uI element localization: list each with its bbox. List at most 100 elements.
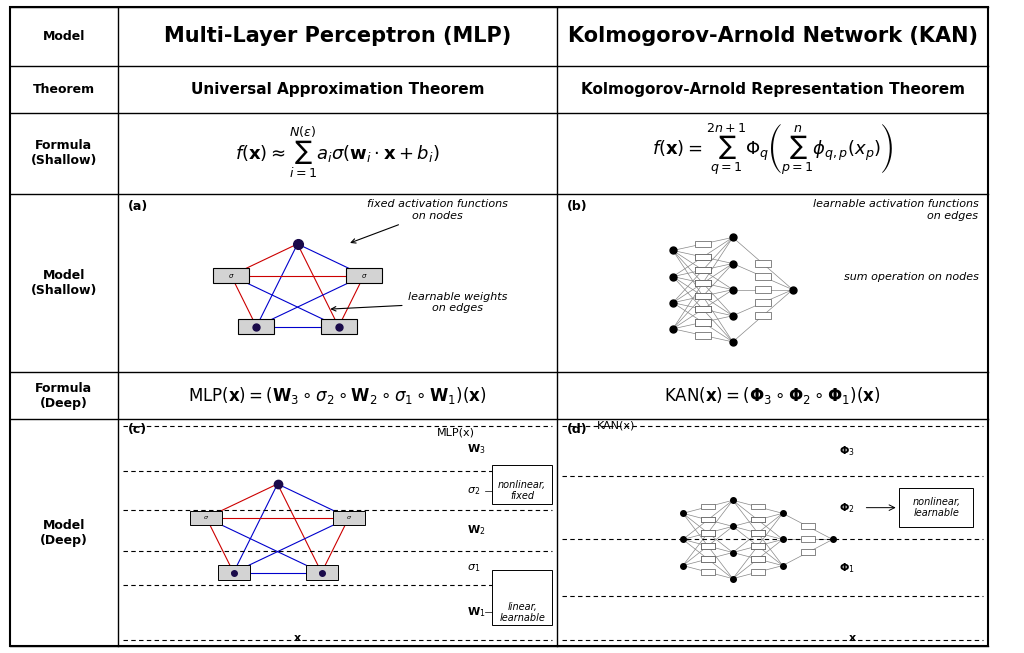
- Bar: [695, 280, 711, 287]
- Text: (a): (a): [128, 200, 148, 214]
- Text: learnable activation functions
on edges: learnable activation functions on edges: [813, 199, 978, 221]
- Bar: [695, 267, 711, 274]
- Text: $\mathrm{KAN}(\mathbf{x}) = (\mathbf{\Phi}_3 \circ \mathbf{\Phi}_2 \circ \mathbf: $\mathrm{KAN}(\mathbf{x}) = (\mathbf{\Ph…: [665, 385, 881, 406]
- Text: nonlinear,
fixed: nonlinear, fixed: [498, 480, 546, 502]
- Bar: [346, 268, 382, 283]
- Text: sum operation on nodes: sum operation on nodes: [844, 272, 978, 281]
- Text: $\mathbf{x}$: $\mathbf{x}$: [293, 633, 302, 643]
- Text: Universal Approximation Theorem: Universal Approximation Theorem: [190, 82, 484, 97]
- Bar: [700, 556, 715, 562]
- Text: Kolmogorov-Arnold Representation Theorem: Kolmogorov-Arnold Representation Theorem: [581, 82, 965, 97]
- Bar: [695, 319, 711, 326]
- Text: linear,
learnable: linear, learnable: [500, 601, 545, 623]
- Text: $\sigma$: $\sigma$: [360, 272, 368, 279]
- Text: $\sigma$: $\sigma$: [253, 323, 260, 330]
- Bar: [751, 517, 765, 522]
- Text: Multi-Layer Perceptron (MLP): Multi-Layer Perceptron (MLP): [164, 26, 511, 46]
- Text: nonlinear,
learnable: nonlinear, learnable: [912, 497, 961, 518]
- Bar: [695, 306, 711, 313]
- Bar: [239, 319, 274, 334]
- Bar: [695, 319, 711, 326]
- Bar: [700, 543, 715, 549]
- Text: $\mathbf{W}_2$: $\mathbf{W}_2$: [467, 524, 485, 537]
- Bar: [898, 488, 974, 527]
- Bar: [700, 517, 715, 522]
- Text: $\mathbf{W}_1$: $\mathbf{W}_1$: [467, 605, 485, 619]
- Bar: [700, 503, 715, 509]
- Bar: [695, 332, 711, 339]
- Bar: [755, 287, 771, 293]
- Bar: [493, 465, 552, 503]
- Bar: [493, 570, 552, 626]
- Bar: [751, 556, 765, 562]
- Text: fixed activation functions
on nodes: fixed activation functions on nodes: [351, 199, 508, 243]
- Bar: [751, 517, 765, 522]
- Bar: [755, 261, 771, 267]
- Bar: [695, 280, 711, 287]
- Text: (d): (d): [567, 422, 588, 436]
- Text: $\mathrm{MLP}(\mathbf{x}) = (\mathbf{W}_3 \circ \sigma_2 \circ \mathbf{W}_2 \cir: $\mathrm{MLP}(\mathbf{x}) = (\mathbf{W}_…: [188, 385, 486, 406]
- Bar: [751, 543, 765, 549]
- Bar: [695, 306, 711, 313]
- Text: learnable weights
on edges: learnable weights on edges: [332, 292, 507, 313]
- Bar: [801, 523, 815, 529]
- Text: MLP(x): MLP(x): [437, 428, 475, 438]
- Text: $\sigma$: $\sigma$: [204, 515, 209, 521]
- Text: Theorem: Theorem: [33, 83, 95, 96]
- Bar: [751, 556, 765, 562]
- Text: $f(\mathbf{x}) = \sum_{q=1}^{2n+1} \Phi_q\left(\sum_{p=1}^{n} \phi_{q,p}(x_p)\ri: $f(\mathbf{x}) = \sum_{q=1}^{2n+1} \Phi_…: [652, 122, 894, 178]
- Bar: [695, 280, 711, 287]
- Bar: [190, 511, 222, 525]
- Text: $\mathbf{\Phi}_2$: $\mathbf{\Phi}_2$: [839, 501, 854, 515]
- Text: $f(\mathbf{x}) \approx \sum_{i=1}^{N(\varepsilon)} a_i\sigma(\mathbf{w}_i \cdot : $f(\mathbf{x}) \approx \sum_{i=1}^{N(\va…: [236, 125, 439, 182]
- Text: Formula
(Deep): Formula (Deep): [36, 382, 92, 410]
- Text: $\sigma_1$: $\sigma_1$: [467, 562, 480, 574]
- Bar: [305, 565, 338, 580]
- Text: $\sigma$: $\sigma$: [335, 323, 342, 330]
- Bar: [695, 254, 711, 261]
- Bar: [695, 293, 711, 300]
- Text: $\mathbf{\Phi}_1$: $\mathbf{\Phi}_1$: [839, 561, 854, 575]
- Bar: [751, 569, 765, 575]
- Bar: [700, 543, 715, 549]
- Bar: [217, 565, 250, 580]
- Bar: [695, 306, 711, 313]
- Text: (b): (b): [567, 200, 588, 214]
- Text: Model: Model: [43, 29, 85, 42]
- Bar: [700, 530, 715, 535]
- Bar: [695, 280, 711, 287]
- Text: KAN(x): KAN(x): [597, 421, 635, 431]
- Bar: [700, 556, 715, 562]
- Bar: [700, 517, 715, 522]
- Bar: [333, 511, 365, 525]
- Bar: [755, 300, 771, 306]
- Bar: [755, 313, 771, 319]
- Text: $\mathbf{x}$: $\mathbf{x}$: [848, 633, 857, 643]
- Bar: [751, 530, 765, 535]
- Bar: [695, 267, 711, 274]
- Text: $\sigma$: $\sigma$: [230, 569, 237, 576]
- Bar: [801, 549, 815, 555]
- Text: Model
(Deep): Model (Deep): [40, 519, 88, 547]
- Bar: [695, 293, 711, 300]
- Bar: [751, 543, 765, 549]
- Bar: [751, 530, 765, 535]
- Text: Model
(Shallow): Model (Shallow): [31, 269, 97, 297]
- Bar: [695, 254, 711, 261]
- Bar: [321, 319, 356, 334]
- Bar: [700, 543, 715, 549]
- Text: Formula
(Shallow): Formula (Shallow): [31, 139, 97, 167]
- Text: $\sigma$: $\sigma$: [318, 569, 325, 576]
- Bar: [213, 268, 249, 283]
- Text: $\mathbf{W}_3$: $\mathbf{W}_3$: [467, 441, 485, 456]
- Text: $\sigma_2$: $\sigma_2$: [467, 485, 480, 496]
- Bar: [695, 241, 711, 247]
- Bar: [801, 536, 815, 542]
- Text: $\mathbf{\Phi}_3$: $\mathbf{\Phi}_3$: [839, 444, 854, 458]
- Bar: [751, 530, 765, 535]
- Text: Kolmogorov-Arnold Network (KAN): Kolmogorov-Arnold Network (KAN): [567, 26, 978, 46]
- Bar: [700, 530, 715, 535]
- Text: $\sigma$: $\sigma$: [227, 272, 234, 279]
- Bar: [751, 503, 765, 509]
- Bar: [700, 569, 715, 575]
